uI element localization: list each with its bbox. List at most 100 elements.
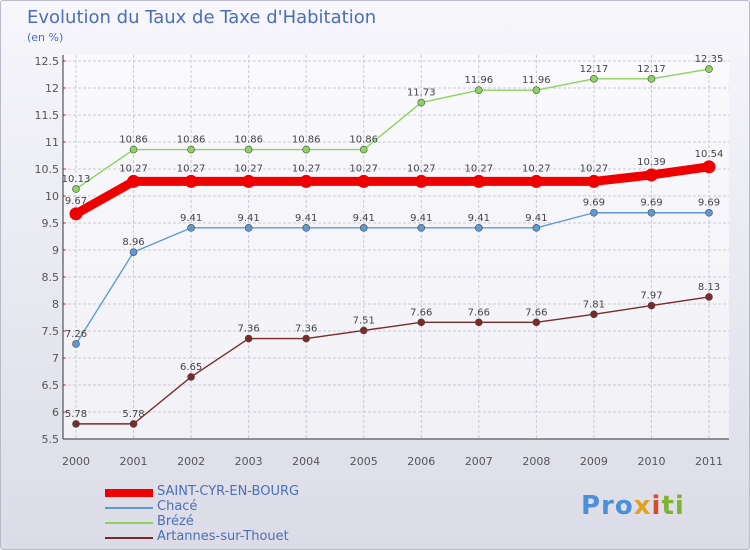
data-label: 5.78	[65, 409, 87, 420]
data-point	[187, 224, 195, 232]
data-point	[302, 145, 310, 154]
data-point	[244, 334, 253, 343]
y-tick-label: 9	[52, 244, 59, 257]
data-point	[357, 174, 371, 188]
x-tick-label: 2009	[580, 455, 608, 468]
data-point	[302, 224, 310, 232]
data-point	[532, 224, 541, 232]
data-label: 10.27	[234, 163, 263, 174]
x-tick-label: 2001	[120, 455, 148, 468]
data-label: 5.78	[122, 409, 144, 420]
data-label: 8.96	[122, 237, 144, 248]
data-label: 7.36	[295, 324, 317, 335]
data-point	[475, 318, 483, 327]
data-label: 9.41	[525, 213, 547, 224]
data-point	[244, 224, 253, 232]
data-point	[129, 145, 138, 154]
data-label: 10.27	[292, 163, 321, 174]
data-point	[532, 86, 541, 94]
legend-swatch	[105, 489, 153, 497]
data-label: 10.54	[695, 149, 724, 160]
data-label: 12.17	[637, 64, 666, 75]
x-tick-label: 2004	[292, 455, 320, 468]
data-point	[705, 293, 713, 301]
data-label: 7.26	[65, 329, 87, 340]
data-label: 7.66	[410, 307, 432, 318]
data-point	[187, 145, 195, 154]
series-line-1	[75, 212, 710, 345]
data-label: 6.65	[180, 362, 202, 373]
data-point	[417, 318, 426, 327]
data-point	[184, 174, 198, 188]
y-tick-label: 12.5	[35, 55, 60, 68]
data-point	[359, 145, 368, 154]
y-tick-label: 7	[52, 352, 59, 365]
data-label: 10.27	[349, 163, 378, 174]
data-label: 7.97	[640, 291, 662, 302]
chart-title: Evolution du Taux de Taxe d'Habitation	[27, 7, 377, 28]
data-label: 12.35	[695, 54, 724, 65]
legend-label: Chacé	[157, 499, 198, 514]
x-tick-label: 2011	[695, 455, 723, 468]
data-label: 7.51	[353, 315, 375, 326]
x-tick-label: 2010	[637, 455, 665, 468]
legend-swatch	[105, 522, 153, 524]
data-point	[359, 326, 368, 335]
data-label: 7.81	[583, 299, 605, 310]
legend-label: SAINT-CYR-EN-BOURG	[157, 484, 300, 499]
data-point	[359, 224, 368, 232]
data-label: 10.86	[234, 135, 263, 146]
data-point	[244, 145, 253, 154]
data-label: 9.41	[410, 213, 432, 224]
y-tick-label: 10.5	[35, 163, 60, 176]
data-point	[417, 98, 426, 107]
legend-label: Artannes-sur-Thouet	[157, 529, 289, 544]
y-tick-label: 8.5	[42, 271, 60, 284]
legend-label: Brézé	[157, 514, 194, 529]
y-tick-label: 9.5	[42, 217, 60, 230]
y-tick-label: 12	[45, 82, 59, 95]
data-point	[129, 248, 138, 256]
y-tick-label: 6.5	[42, 379, 60, 392]
data-point	[647, 208, 656, 217]
data-point	[705, 65, 713, 73]
data-point	[242, 174, 256, 188]
data-label: 9.69	[583, 198, 605, 209]
data-point	[72, 340, 80, 348]
data-point	[472, 174, 486, 188]
x-tick-label: 2005	[350, 455, 378, 468]
plot-area	[63, 55, 729, 439]
data-point	[129, 420, 138, 428]
data-label: 8.13	[698, 282, 720, 293]
x-tick-label: 2003	[235, 455, 263, 468]
y-tick-label: 5.5	[42, 433, 60, 446]
chart-unit: (en %)	[27, 31, 64, 44]
data-label: 9.41	[180, 213, 202, 224]
data-label: 10.27	[580, 163, 609, 174]
x-tick-label: 2006	[407, 455, 435, 468]
data-label: 11.96	[464, 75, 493, 86]
data-label: 11.96	[522, 75, 551, 86]
data-label: 9.69	[698, 198, 720, 209]
data-point	[590, 208, 598, 217]
data-label: 10.86	[349, 135, 378, 146]
data-label: 7.66	[525, 307, 547, 318]
y-tick-label: 7.5	[42, 325, 60, 338]
data-point	[72, 420, 80, 428]
data-label: 7.36	[238, 324, 260, 335]
data-label: 10.86	[177, 135, 206, 146]
data-point	[69, 207, 83, 221]
y-tick-label: 8	[52, 298, 59, 311]
data-point	[644, 168, 658, 182]
x-tick-label: 2000	[62, 455, 90, 468]
data-point	[532, 318, 541, 327]
data-point	[72, 185, 80, 193]
data-point	[590, 75, 598, 83]
data-point	[590, 310, 598, 319]
data-label: 9.41	[238, 213, 260, 224]
series-line-2	[75, 68, 710, 190]
data-label: 10.86	[119, 135, 148, 146]
legend-swatch	[105, 537, 153, 539]
data-label: 9.69	[640, 198, 662, 209]
